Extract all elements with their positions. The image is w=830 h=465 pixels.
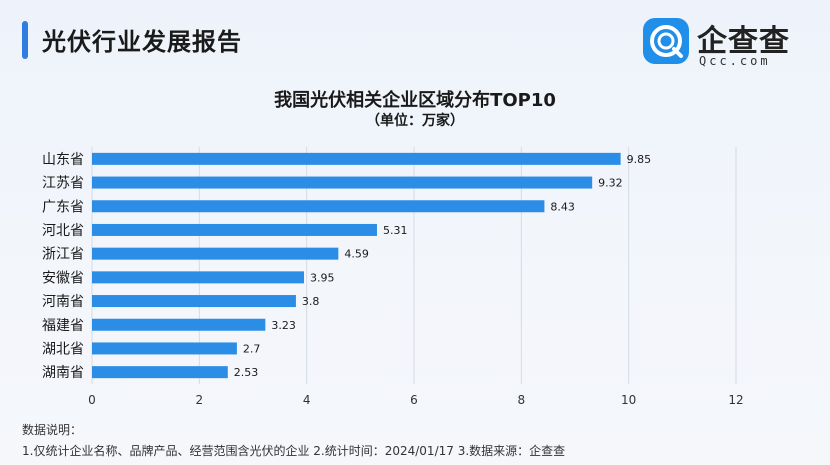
bar	[92, 295, 296, 308]
x-tick-label: 12	[728, 393, 743, 407]
category-label: 广东省	[42, 199, 84, 215]
x-tick-label: 6	[410, 393, 418, 407]
category-label: 湖南省	[42, 365, 84, 381]
category-label: 浙江省	[42, 247, 84, 263]
category-label: 河南省	[42, 294, 84, 310]
category-label: 湖北省	[42, 341, 84, 357]
category-label: 福建省	[42, 318, 84, 334]
bar	[92, 152, 621, 165]
value-label: 2.7	[243, 342, 261, 355]
bar	[92, 247, 339, 260]
chart-title: 我国光伏相关企业区域分布TOP10	[274, 90, 556, 111]
x-tick-label: 4	[303, 393, 311, 407]
header-accent-bar	[22, 21, 28, 59]
chart-subtitle: （单位：万家）	[366, 113, 464, 129]
value-label: 3.8	[302, 295, 320, 308]
value-label: 9.85	[627, 153, 652, 166]
bar	[92, 271, 304, 284]
category-label: 河北省	[42, 223, 84, 239]
bar	[92, 318, 266, 331]
value-label: 3.95	[310, 271, 335, 284]
brand-logo: 企查查 Qcc.com	[643, 16, 803, 72]
value-label: 5.31	[383, 224, 408, 237]
logo-name: 企查查	[697, 24, 790, 59]
bar	[92, 200, 545, 213]
bar	[92, 342, 237, 355]
footer-notes: 1.仅统计企业名称、品牌产品、经营范围含光伏的企业 2.统计时间：2024/01…	[22, 444, 566, 458]
logo-domain: Qcc.com	[699, 54, 771, 68]
x-tick-label: 0	[88, 393, 96, 407]
bar	[92, 223, 377, 236]
value-label: 2.53	[234, 366, 259, 379]
footer-label: 数据说明：	[22, 423, 83, 437]
qcc-logo-icon	[643, 18, 689, 64]
x-tick-label: 2	[196, 393, 204, 407]
bar	[92, 366, 228, 379]
category-label: 山东省	[42, 152, 84, 168]
page-title: 光伏行业发展报告	[42, 28, 242, 56]
x-tick-label: 10	[621, 393, 636, 407]
bar	[92, 176, 593, 189]
category-label: 安徽省	[42, 270, 84, 286]
value-label: 9.32	[598, 177, 623, 190]
category-label: 江苏省	[42, 176, 84, 192]
value-label: 3.23	[271, 319, 296, 332]
x-tick-label: 8	[518, 393, 526, 407]
value-label: 4.59	[344, 248, 369, 261]
value-label: 8.43	[550, 200, 575, 213]
